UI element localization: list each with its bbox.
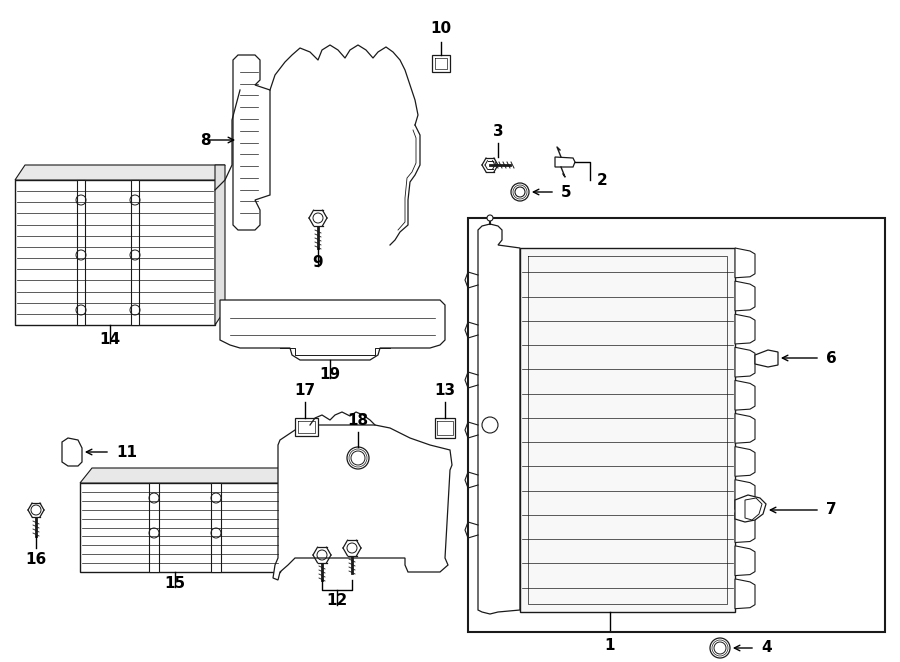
Polygon shape [735, 381, 755, 410]
Polygon shape [432, 55, 450, 72]
Text: 15: 15 [165, 576, 185, 591]
Polygon shape [735, 545, 755, 575]
Text: 3: 3 [492, 124, 503, 139]
Text: 11: 11 [116, 444, 137, 459]
Text: 6: 6 [826, 350, 837, 365]
Polygon shape [735, 513, 755, 543]
Text: 2: 2 [597, 173, 608, 187]
Text: 17: 17 [294, 383, 316, 398]
Text: 10: 10 [430, 21, 452, 36]
Text: 19: 19 [320, 367, 340, 382]
Polygon shape [280, 468, 292, 572]
Circle shape [710, 638, 730, 658]
Circle shape [487, 215, 493, 221]
Polygon shape [468, 218, 885, 632]
Text: 14: 14 [99, 332, 121, 347]
Polygon shape [745, 498, 762, 520]
Polygon shape [735, 495, 766, 522]
Polygon shape [735, 414, 755, 444]
Polygon shape [233, 55, 270, 230]
Polygon shape [62, 438, 82, 466]
Polygon shape [220, 300, 445, 360]
Polygon shape [735, 579, 755, 608]
Polygon shape [735, 447, 755, 477]
Polygon shape [273, 425, 452, 580]
Text: 1: 1 [605, 638, 616, 653]
Polygon shape [735, 248, 755, 278]
Polygon shape [149, 483, 159, 572]
Polygon shape [735, 480, 755, 510]
Polygon shape [131, 180, 139, 325]
Text: 5: 5 [561, 185, 572, 199]
Polygon shape [80, 483, 280, 572]
Polygon shape [80, 468, 292, 483]
Polygon shape [735, 281, 755, 311]
Polygon shape [555, 157, 575, 167]
Text: 9: 9 [312, 255, 323, 270]
Polygon shape [77, 180, 85, 325]
Text: 16: 16 [25, 552, 47, 567]
Polygon shape [215, 165, 225, 325]
Polygon shape [478, 224, 520, 614]
Polygon shape [755, 350, 778, 367]
Polygon shape [735, 314, 755, 344]
Polygon shape [295, 418, 318, 436]
Text: 4: 4 [761, 641, 771, 655]
Circle shape [347, 447, 369, 469]
Text: 8: 8 [201, 132, 211, 148]
Polygon shape [735, 348, 755, 377]
Polygon shape [15, 180, 215, 325]
Text: 7: 7 [826, 502, 837, 518]
Circle shape [511, 183, 529, 201]
Text: 12: 12 [327, 593, 347, 608]
Text: 13: 13 [435, 383, 455, 398]
Polygon shape [211, 483, 221, 572]
Polygon shape [15, 165, 225, 180]
Polygon shape [435, 418, 455, 438]
Text: 18: 18 [347, 413, 369, 428]
Polygon shape [520, 248, 735, 612]
